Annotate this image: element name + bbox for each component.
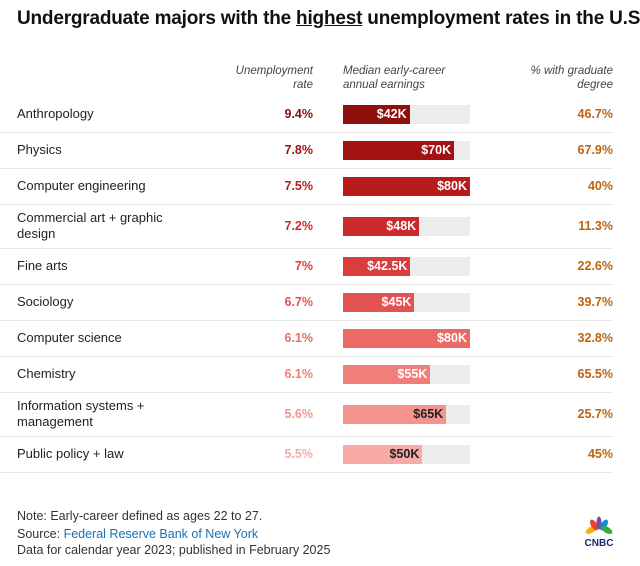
earnings-track: $48K <box>343 217 470 236</box>
earnings-track: $50K <box>343 445 470 464</box>
major-name: Computer engineering <box>17 178 146 193</box>
header-rate: Unemployment rate <box>236 64 313 92</box>
unemployment-rate: 7.8% <box>284 143 314 157</box>
unemployment-rate: 6.7% <box>284 295 314 309</box>
title-text-end: unemployment rates in the U.S. <box>362 8 640 29</box>
cnbc-wordmark: CNBC <box>584 538 614 549</box>
earnings-bar: $42.5K <box>343 257 411 276</box>
source-label: Source: <box>17 527 64 541</box>
header-rate-line2: rate <box>293 79 313 91</box>
major-name: Computer science <box>17 330 122 345</box>
earnings-track: $45K <box>343 293 470 312</box>
table-row: Physics 7.8% $70K 67.9% <box>0 133 613 169</box>
major-name: Information systems + management <box>17 398 145 429</box>
earnings-label: $55K <box>397 367 428 381</box>
unemployment-rate: 6.1% <box>284 331 314 345</box>
header-grad: % with graduate degree <box>531 64 613 92</box>
grad-degree-pct: 65.5% <box>577 367 613 381</box>
grad-degree-pct: 46.7% <box>577 107 613 121</box>
peacock-icon <box>585 516 613 534</box>
header-earnings: Median early-career annual earnings <box>343 64 445 92</box>
unemployment-rate: 7% <box>294 259 313 273</box>
earnings-bar: $65K <box>343 405 447 424</box>
earnings-bar: $80K <box>343 329 470 348</box>
grad-degree-pct: 22.6% <box>577 259 613 273</box>
source-link[interactable]: Federal Reserve Bank of New York <box>63 527 259 541</box>
earnings-label: $80K <box>437 331 467 345</box>
major-name: Commercial art + graphic design <box>17 210 163 241</box>
chart-title: Undergraduate majors with the highest un… <box>17 8 640 30</box>
grad-degree-pct: 32.8% <box>577 331 613 345</box>
table-row: Sociology 6.7% $45K 39.7% <box>0 285 613 321</box>
title-text: Undergraduate majors with the <box>17 8 297 29</box>
earnings-track: $70K <box>343 141 470 160</box>
earnings-track: $42.5K <box>343 257 470 276</box>
earnings-bar: $70K <box>343 141 455 160</box>
earnings-track: $42K <box>343 105 470 124</box>
header-earnings-line2: annual earnings <box>343 79 425 91</box>
source: Source: Federal Reserve Bank of New York <box>17 527 258 541</box>
earnings-label: $48K <box>386 219 417 233</box>
table-rows: Anthropology 9.4% $42K 46.7% Physics 7.8%… <box>0 97 640 473</box>
table-row: Fine arts 7% $42.5K 22.6% <box>0 249 613 285</box>
footnote: Note: Early-career defined as ages 22 to… <box>17 509 263 523</box>
major-name: Fine arts <box>17 258 68 273</box>
grad-degree-pct: 40% <box>587 179 613 193</box>
header-earnings-line1: Median early-career <box>343 65 446 77</box>
unemployment-rate: 7.2% <box>284 219 314 233</box>
earnings-track: $80K <box>343 177 470 196</box>
grad-degree-pct: 39.7% <box>577 295 613 309</box>
table-row: Computer science 6.1% $80K 32.8% <box>0 321 613 357</box>
table-row: Commercial art + graphic design 7.2% $48… <box>0 205 613 249</box>
earnings-bar: $50K <box>343 445 423 464</box>
earnings-label: $70K <box>421 143 452 157</box>
table-row: Anthropology 9.4% $42K 46.7% <box>0 97 613 133</box>
header-grad-line2: degree <box>577 79 613 91</box>
unemployment-rate: 7.5% <box>284 179 314 193</box>
earnings-label: $50K <box>389 447 420 461</box>
earnings-bar: $42K <box>343 105 410 124</box>
unemployment-rate: 9.4% <box>284 107 314 121</box>
earnings-label: $42K <box>376 107 407 121</box>
major-name: Sociology <box>17 294 74 309</box>
earnings-label: $42.5K <box>367 259 408 273</box>
unemployment-rate: 5.6% <box>284 407 314 421</box>
unemployment-rate: 5.5% <box>284 447 314 461</box>
table-row: Computer engineering 7.5% $80K 40% <box>0 169 613 205</box>
unemployment-rate: 6.1% <box>284 367 314 381</box>
earnings-label: $45K <box>381 295 412 309</box>
earnings-bar: $55K <box>343 365 431 384</box>
title-highlight: highest <box>296 8 363 29</box>
earnings-bar: $48K <box>343 217 420 236</box>
cnbc-logo: CNBC <box>581 516 617 549</box>
table-row: Chemistry 6.1% $55K 65.5% <box>0 357 613 393</box>
earnings-track: $80K <box>343 329 470 348</box>
data-note: Data for calendar year 2023; published i… <box>17 543 331 557</box>
grad-degree-pct: 67.9% <box>577 143 613 157</box>
earnings-bar: $80K <box>343 177 470 196</box>
grad-degree-pct: 11.3% <box>578 219 613 233</box>
header-rate-line1: Unemployment <box>235 65 313 77</box>
table-row: Public policy + law 5.5% $50K 45% <box>0 437 613 473</box>
header-grad-line1: % with graduate <box>530 65 613 77</box>
table-row: Information systems + management 5.6% $6… <box>0 393 613 437</box>
earnings-track: $65K <box>343 405 470 424</box>
earnings-label: $65K <box>413 407 444 421</box>
earnings-track: $55K <box>343 365 470 384</box>
major-name: Physics <box>17 142 62 157</box>
major-name: Chemistry <box>17 366 76 381</box>
major-name: Public policy + law <box>17 446 124 461</box>
grad-degree-pct: 25.7% <box>577 407 613 421</box>
major-name: Anthropology <box>17 106 94 121</box>
earnings-label: $80K <box>437 179 467 193</box>
grad-degree-pct: 45% <box>587 447 613 461</box>
earnings-bar: $45K <box>343 293 415 312</box>
